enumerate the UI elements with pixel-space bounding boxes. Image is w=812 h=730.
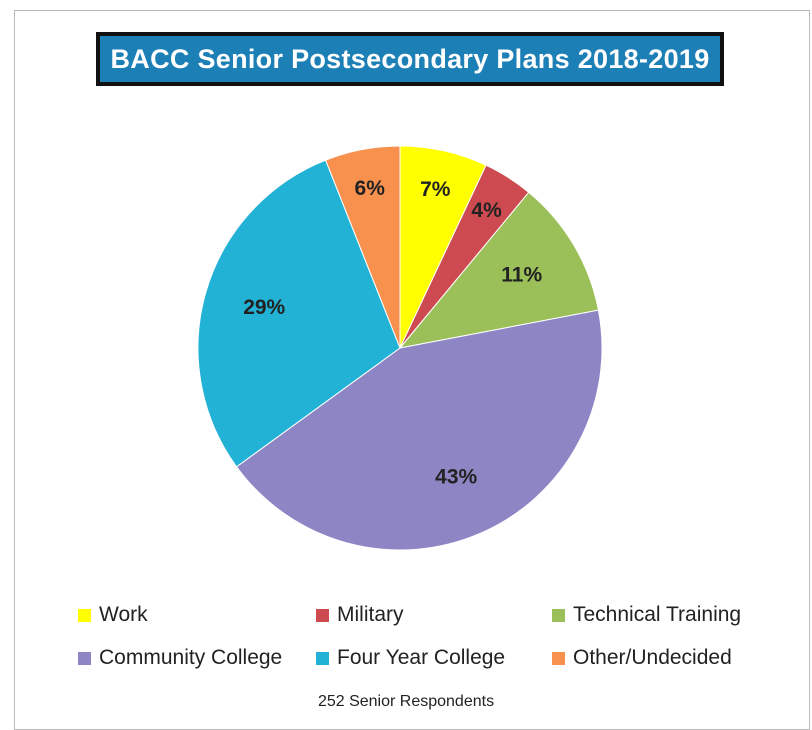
data-label-other-undecided: 6% [355,177,386,200]
legend-item-four-year-college: Four Year College [316,646,505,670]
respondents-note: 252 Senior Respondents [317,693,495,710]
data-label-work: 7% [420,178,451,201]
pie-slice-community-college [235,309,603,551]
legend-label: Work [99,603,148,626]
data-label-community-college: 43% [435,465,477,488]
legend-swatch [78,608,91,622]
legend-label: Community College [99,646,283,669]
legend-item-other-undecided: Other/Undecided [552,646,732,670]
chart-title-box: BACC Senior Postsecondary Plans 2018-201… [96,32,724,86]
legend-item-technical-training: Technical Training [552,603,741,627]
legend-swatch [552,608,565,622]
data-label-military: 4% [471,199,502,222]
pie-slice-four-year-college [197,159,401,468]
legend-label: Technical Training [573,603,742,626]
legend-swatch [78,651,91,665]
pie-slice-technical-training [398,191,600,349]
legend-swatch [316,651,329,665]
legend-swatch [316,608,329,622]
legend-label: Military [337,603,404,626]
data-label-technical-training: 11% [501,264,542,287]
legend-swatch [552,651,565,665]
pie-slice-other-undecided [324,145,401,349]
legend-label: Other/Undecided [573,646,732,669]
legend-item-community-college: Community College [78,646,282,670]
legend-label: Four Year College [337,646,506,669]
data-label-four-year-college: 29% [243,296,285,319]
legend-item-military: Military [316,603,404,627]
chart-title: BACC Senior Postsecondary Plans 2018-201… [100,36,720,82]
legend-item-work: Work [78,603,148,627]
